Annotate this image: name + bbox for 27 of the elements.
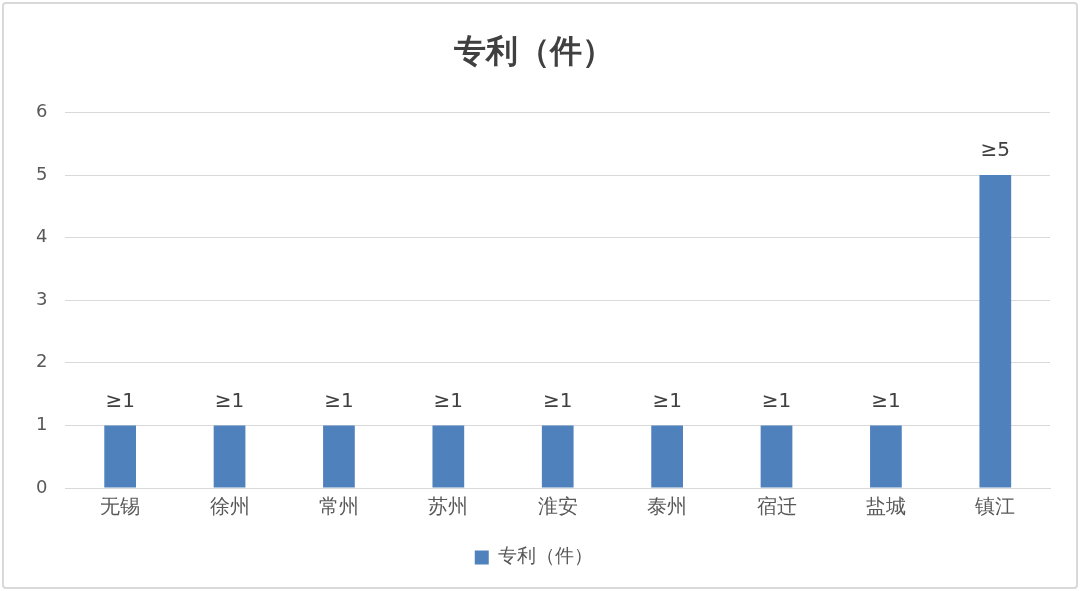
y-tick-label: 1 bbox=[36, 413, 48, 435]
data-label: ≥1 bbox=[871, 387, 901, 412]
y-tick-label: 5 bbox=[36, 162, 48, 184]
x-tick-label: 镇江 bbox=[974, 494, 1016, 519]
data-label: ≥1 bbox=[105, 387, 135, 412]
data-label: ≥1 bbox=[324, 387, 354, 412]
data-label: ≥1 bbox=[761, 387, 792, 412]
data-label: ≥1 bbox=[433, 387, 464, 412]
y-tick-label: 4 bbox=[36, 225, 48, 247]
x-tick-label: 淮安 bbox=[537, 494, 578, 519]
x-tick-label: 常州 bbox=[318, 494, 359, 519]
legend-label: 专利（件） bbox=[498, 544, 594, 567]
y-tick-label: 3 bbox=[36, 287, 48, 309]
x-tick-label: 徐州 bbox=[209, 494, 250, 519]
y-tick-label: 0 bbox=[36, 475, 48, 497]
data-label: ≥1 bbox=[542, 387, 573, 412]
x-tick-label: 无锡 bbox=[100, 494, 141, 519]
x-tick-label: 宿迁 bbox=[756, 494, 797, 519]
chart-title: 专利（件） bbox=[453, 31, 614, 70]
data-label: ≥5 bbox=[980, 137, 1011, 162]
x-tick-label: 盐城 bbox=[865, 494, 906, 519]
data-label: ≥1 bbox=[652, 387, 682, 412]
data-label: ≥1 bbox=[214, 387, 245, 412]
y-tick-label: 2 bbox=[36, 350, 48, 372]
x-tick-label: 苏州 bbox=[428, 494, 469, 519]
x-tick-label: 泰州 bbox=[647, 494, 688, 519]
y-tick-label: 6 bbox=[36, 100, 48, 122]
